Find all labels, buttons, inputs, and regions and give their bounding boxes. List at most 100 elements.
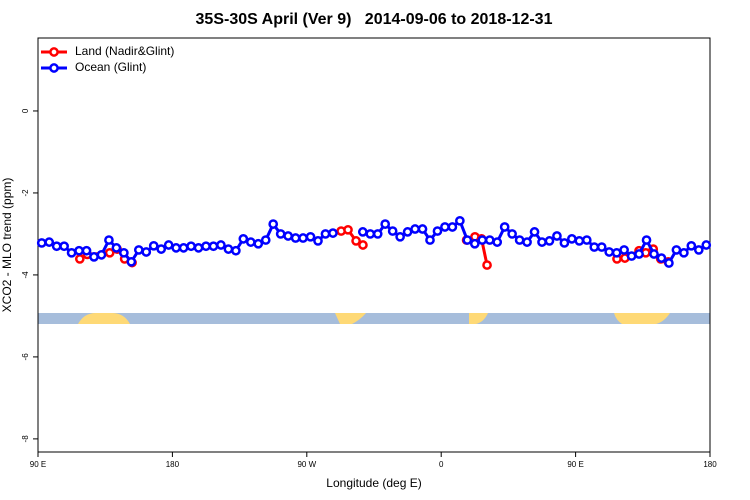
data-point <box>425 235 435 245</box>
data-point <box>238 234 249 244</box>
legend-marker <box>49 63 59 73</box>
data-point <box>186 241 196 252</box>
data-point <box>253 238 264 249</box>
data-point <box>432 226 443 236</box>
data-point <box>290 233 301 243</box>
data-point <box>417 224 428 234</box>
data-point <box>664 258 674 268</box>
land-patch <box>469 313 488 324</box>
y-tick-label: -8 <box>21 435 30 443</box>
y-tick-label: -4 <box>21 271 30 279</box>
data-point <box>477 235 488 245</box>
data-point <box>626 251 637 261</box>
data-point <box>275 229 286 239</box>
legend-label: Land (Nadir&Glint) <box>75 44 174 58</box>
data-point <box>619 245 629 255</box>
data-point <box>387 226 398 236</box>
data-point <box>51 241 62 252</box>
data-point <box>641 235 652 245</box>
data-point <box>410 224 420 234</box>
y-tick-label: -2 <box>21 189 30 197</box>
data-point <box>283 231 293 241</box>
data-point <box>104 247 115 258</box>
data-point <box>440 222 450 232</box>
x-tick-label: 0 <box>439 460 444 469</box>
data-point <box>126 256 137 267</box>
data-point <box>656 253 667 263</box>
data-point <box>216 240 226 250</box>
data-point <box>499 222 510 232</box>
data-point <box>343 224 353 235</box>
data-point <box>537 237 547 247</box>
data-point <box>604 247 615 257</box>
data-point <box>514 235 525 245</box>
data-point <box>522 237 532 247</box>
data-point <box>447 222 458 232</box>
data-point <box>544 236 555 246</box>
data-point <box>671 245 682 255</box>
data-point <box>693 245 704 255</box>
x-tick-label: 180 <box>166 460 180 469</box>
data-point <box>89 252 99 262</box>
land-mask <box>38 313 710 324</box>
data-point <box>104 235 114 245</box>
plot-frame <box>37 37 711 453</box>
data-point <box>96 249 107 260</box>
data-point <box>484 235 495 245</box>
data-point <box>589 242 600 252</box>
data-point <box>313 236 323 246</box>
data-point <box>268 219 279 229</box>
land-patch <box>78 313 130 324</box>
series-line <box>41 218 708 266</box>
data-point <box>351 236 361 246</box>
data-point <box>701 240 712 250</box>
data-point <box>111 243 122 253</box>
data-point <box>395 231 405 242</box>
data-point <box>574 236 585 246</box>
data-point <box>74 254 85 264</box>
chart-title: 35S-30S April (Ver 9) 2014-09-06 to 2018… <box>196 11 553 28</box>
data-point <box>455 215 465 226</box>
data-point <box>402 227 413 237</box>
data-point <box>156 244 167 254</box>
data-point <box>634 249 644 259</box>
data-point <box>679 247 689 258</box>
x-axis-label: Longitude (deg E) <box>326 476 421 490</box>
y-axis-label: XCO2 - MLO trend (ppm) <box>0 178 14 313</box>
x-tick-label: 90 E <box>30 460 46 469</box>
data-point <box>178 243 189 253</box>
data-point <box>66 247 77 258</box>
data-point <box>529 227 540 237</box>
data-point <box>686 240 697 251</box>
data-point <box>81 245 92 256</box>
y-tick-label: -6 <box>21 353 30 361</box>
legend-marker <box>49 47 59 57</box>
data-point <box>462 235 473 245</box>
land-patch <box>614 313 670 324</box>
data-point <box>365 229 376 239</box>
data-point <box>171 243 181 253</box>
ocean-strip <box>38 313 710 324</box>
data-point <box>223 244 234 254</box>
data-point <box>208 241 219 252</box>
data-point <box>469 238 480 249</box>
data-point <box>357 227 368 237</box>
data-point <box>141 247 152 257</box>
land-patch <box>335 313 366 324</box>
data-point <box>119 247 129 258</box>
x-tick-label: 90 E <box>567 460 583 469</box>
data-point <box>231 245 241 256</box>
data-point <box>596 242 607 252</box>
data-point <box>567 234 577 244</box>
x-tick-label: 90 W <box>297 460 316 469</box>
legend-label: Ocean (Glint) <box>75 60 146 74</box>
y-tick-label: 0 <box>21 108 30 113</box>
data-point <box>298 233 308 243</box>
data-point <box>59 241 69 252</box>
data-point <box>201 241 211 252</box>
data-point <box>611 247 622 258</box>
data-point <box>507 229 517 239</box>
data-point <box>649 249 659 259</box>
data-point <box>44 237 55 247</box>
